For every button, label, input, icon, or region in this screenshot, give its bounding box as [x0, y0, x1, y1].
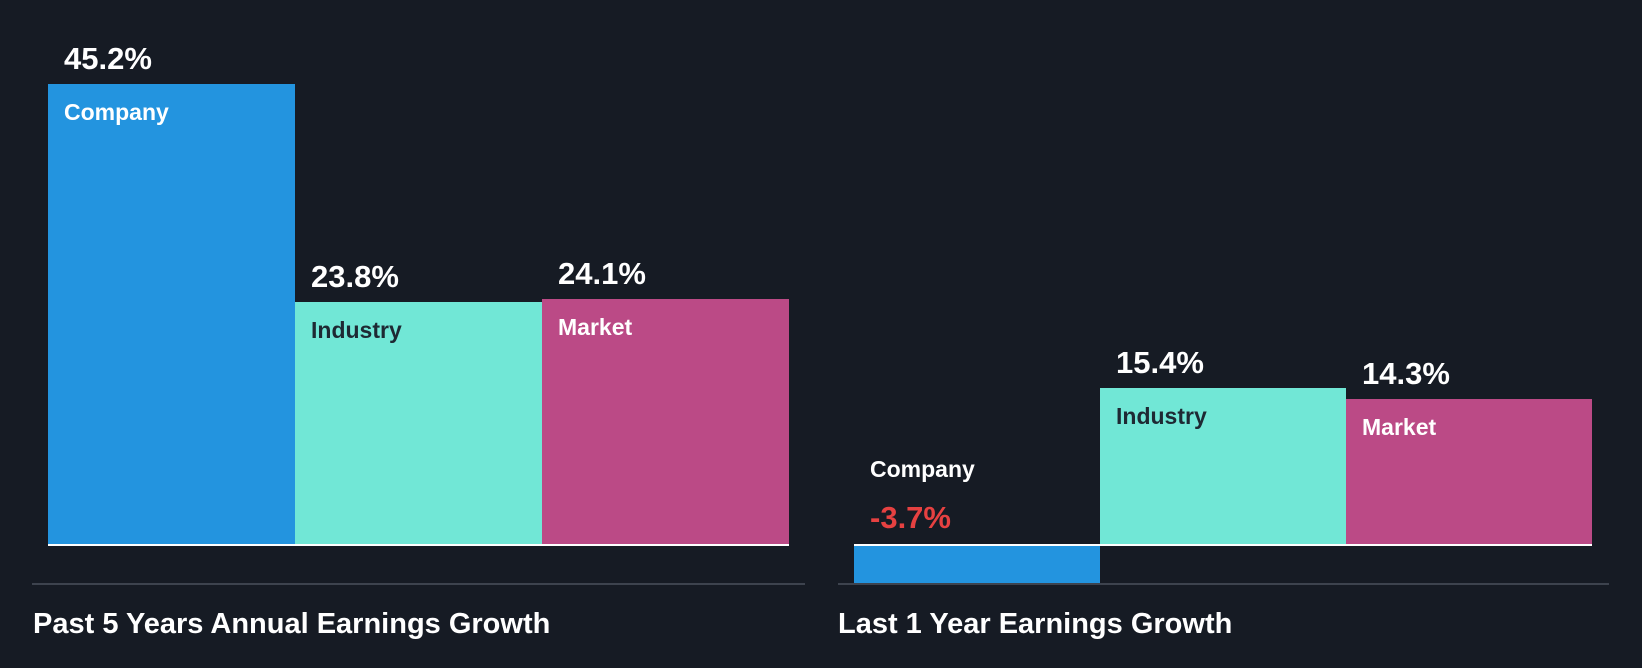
- bar-market: [1346, 399, 1592, 545]
- x-axis-line: [838, 583, 1609, 585]
- category-label-industry: Industry: [311, 317, 402, 344]
- zero-baseline: [854, 544, 1592, 546]
- bar-industry: [295, 302, 542, 545]
- data-label-market: 24.1%: [558, 256, 646, 292]
- data-label-industry: 15.4%: [1116, 344, 1204, 380]
- chart-title: Last 1 Year Earnings Growth: [838, 608, 1233, 640]
- category-label-market: Market: [558, 314, 633, 341]
- x-axis-line: [32, 583, 805, 585]
- data-label-company: 45.2%: [64, 40, 152, 76]
- data-label-industry: 23.8%: [311, 259, 399, 295]
- category-label-industry: Industry: [1116, 402, 1207, 429]
- bar-industry: [1100, 387, 1346, 545]
- data-label-company: -3.7%: [870, 500, 951, 535]
- chart-title: Past 5 Years Annual Earnings Growth: [33, 608, 551, 640]
- zero-baseline: [48, 544, 789, 546]
- category-label-company: Company: [870, 456, 975, 482]
- category-label-company: Company: [64, 98, 169, 125]
- bar-company: [48, 83, 295, 545]
- bar-market: [542, 299, 789, 545]
- bar-company: [854, 545, 1100, 583]
- data-label-market: 14.3%: [1362, 356, 1450, 392]
- category-label-market: Market: [1362, 414, 1437, 441]
